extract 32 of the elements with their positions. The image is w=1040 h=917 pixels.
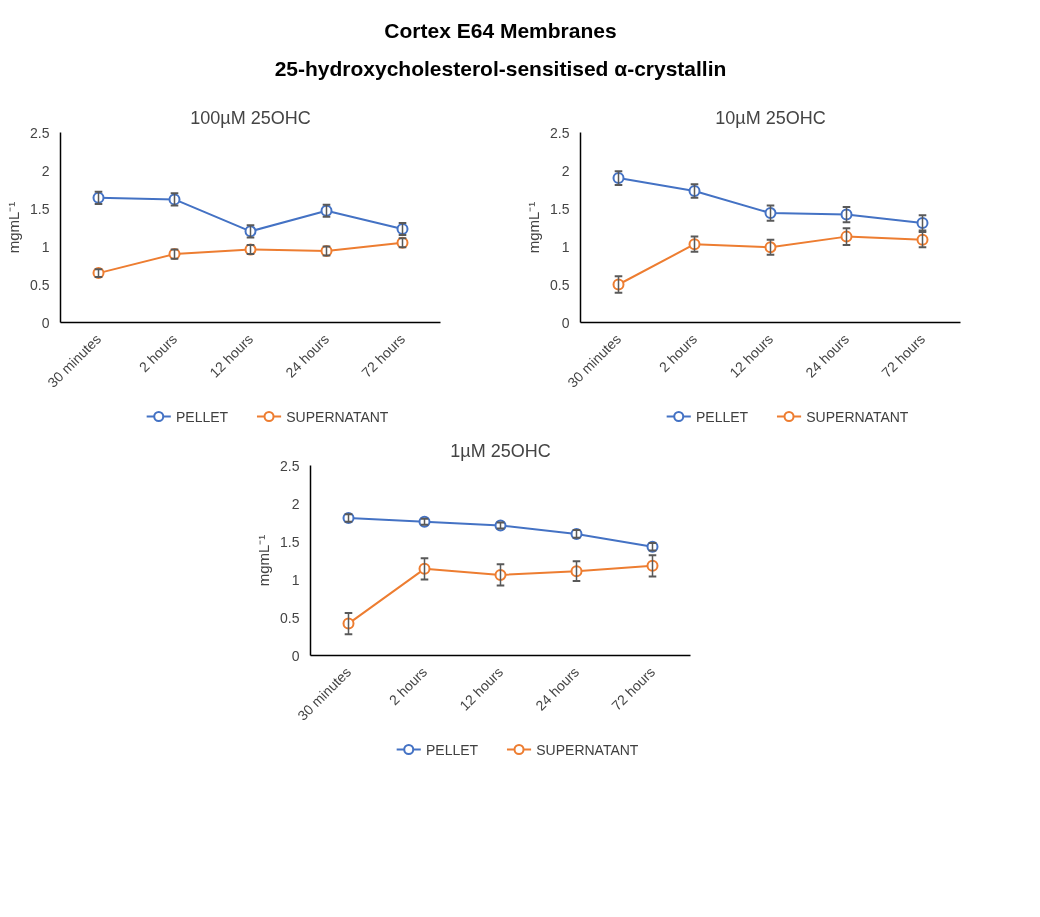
- y-tick-label: 2: [291, 495, 300, 512]
- y-tick-label: 0: [561, 314, 570, 331]
- y-tick-label: 2: [561, 162, 570, 179]
- y-tick-label: 2.5: [550, 124, 570, 141]
- y-tick-label: 1: [41, 238, 50, 255]
- legend-label: PELLET: [175, 408, 229, 425]
- y-tick-label: 0: [41, 314, 50, 331]
- chart-title: 10µM 25OHC: [715, 107, 826, 128]
- legend-label: PELLET: [425, 741, 479, 758]
- y-tick-label: 0.5: [550, 276, 570, 293]
- y-axis-title: mgmL⁻¹: [525, 201, 543, 254]
- y-tick-label: 1.5: [550, 200, 570, 217]
- y-axis-title: mgmL⁻¹: [5, 201, 23, 254]
- y-tick-label: 2: [41, 162, 50, 179]
- y-tick-label: 0.5: [30, 276, 50, 293]
- y-tick-label: 1: [291, 571, 300, 588]
- y-tick-label: 1: [561, 238, 570, 255]
- y-tick-label: 0.5: [280, 609, 300, 626]
- legend-label: SUPERNATANT: [536, 741, 639, 758]
- y-tick-label: 2.5: [30, 124, 50, 141]
- text: Cortex E64 Membranes: [384, 19, 617, 43]
- chart-title: 100µM 25OHC: [190, 107, 311, 128]
- y-tick-label: 1.5: [30, 200, 50, 217]
- text: 25-hydroxycholesterol-sensitised α-crystallin: [274, 57, 727, 80]
- y-tick-label: 1.5: [280, 533, 300, 550]
- legend-label: PELLET: [695, 408, 749, 425]
- y-axis-title: mgmL⁻¹: [255, 534, 273, 587]
- y-tick-label: 0: [291, 647, 300, 664]
- y-tick-label: 2.5: [280, 457, 300, 474]
- legend-label: SUPERNATANT: [806, 408, 909, 425]
- chart-title: 1µM 25OHC: [450, 440, 551, 461]
- legend-label: SUPERNATANT: [286, 408, 389, 425]
